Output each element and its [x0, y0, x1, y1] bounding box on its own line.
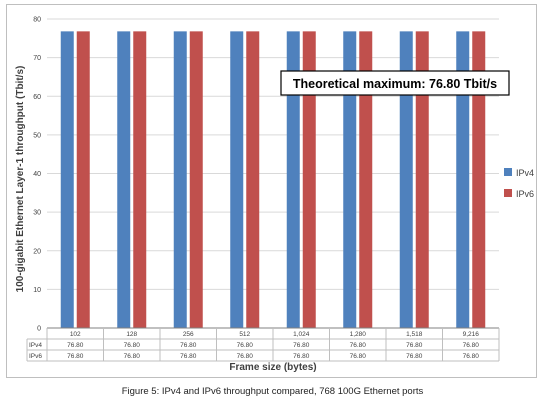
x-tick-label: 102	[70, 331, 81, 338]
table-cell-ipv6: 76.80	[463, 353, 480, 360]
x-tick-label: 1,280	[350, 331, 367, 338]
x-tick-label: 1,024	[293, 331, 310, 338]
bar-ipv4-4	[286, 31, 300, 329]
y-tick-label: 30	[33, 210, 41, 217]
table-cell-ipv6: 76.80	[406, 353, 423, 360]
bar-ipv4-7	[456, 31, 470, 329]
y-tick-label: 80	[33, 17, 41, 24]
x-tick-label: 1,518	[406, 331, 423, 338]
table-cell-ipv4: 76.80	[124, 342, 141, 349]
legend-swatch-ipv6	[504, 189, 512, 197]
bar-ipv6-6	[415, 31, 429, 329]
table-row-label-ipv4: IPv4	[29, 342, 42, 349]
y-tick-labels: 0 10 20 30 40 50 60 70 80	[33, 17, 41, 333]
legend: IPv4 IPv6	[504, 168, 534, 199]
bar-ipv6-0	[76, 31, 90, 329]
annotation-text: Theoretical maximum: 76.80 Tbit/s	[293, 77, 497, 91]
table-cell-ipv6: 76.80	[237, 353, 254, 360]
y-tick-label: 0	[37, 326, 41, 333]
bar-ipv6-1	[133, 31, 147, 329]
table-cell-ipv4: 76.80	[463, 342, 480, 349]
bar-ipv6-2	[189, 31, 203, 329]
table-cell-ipv4: 76.80	[180, 342, 197, 349]
data-table: 102 128 256 512 1,024 1,280 1,518 9,216 IPv4 76.8…	[26, 327, 500, 362]
table-row-label-ipv6: IPv6	[29, 353, 42, 360]
table-cell-ipv4: 76.80	[350, 342, 367, 349]
figure-caption: Figure 5: IPv4 and IPv6 throughput compa…	[121, 386, 424, 397]
table-cell-ipv6: 76.80	[124, 353, 141, 360]
bars	[60, 31, 486, 329]
y-axis-title: 100-gigabit Ethernet Layer-1 throughput …	[15, 66, 26, 293]
y-tick-label: 50	[33, 132, 41, 139]
table-cell-ipv4: 76.80	[67, 342, 84, 349]
bar-ipv4-0	[60, 31, 74, 329]
chart-frame: 0 10 20 30 40 50 60 70 80 102 128 256 512 1,024 1,280…	[6, 4, 537, 378]
chart: 0 10 20 30 40 50 60 70 80 102 128 256 512 1,024 1,280…	[15, 17, 534, 374]
table-cell-ipv6: 76.80	[350, 353, 367, 360]
legend-label-ipv6: IPv6	[516, 189, 534, 199]
table-cell-ipv6: 76.80	[293, 353, 310, 360]
table-cell-ipv6: 76.80	[67, 353, 84, 360]
bar-ipv4-5	[343, 31, 357, 329]
y-tick-label: 20	[33, 248, 41, 255]
gridlines	[47, 18, 499, 329]
bar-ipv6-7	[472, 31, 486, 329]
y-tick-label: 60	[33, 94, 41, 101]
bar-ipv6-3	[246, 31, 260, 329]
y-tick-label: 70	[33, 55, 41, 62]
annotation-box: Theoretical maximum: 76.80 Tbit/s	[280, 70, 510, 96]
legend-swatch-ipv4	[504, 168, 512, 176]
y-tick-label: 40	[33, 171, 41, 178]
x-tick-label: 9,216	[463, 331, 480, 338]
table-cell-ipv4: 76.80	[237, 342, 254, 349]
annotation-border	[280, 70, 510, 96]
y-tick-label: 10	[33, 287, 41, 294]
table-cell-ipv4: 76.80	[293, 342, 310, 349]
bar-ipv4-2	[173, 31, 187, 329]
table-cell-ipv6: 76.80	[180, 353, 197, 360]
x-tick-label: 512	[239, 331, 250, 338]
x-tick-label: 256	[183, 331, 194, 338]
bar-ipv4-3	[230, 31, 244, 329]
bar-ipv6-5	[359, 31, 373, 329]
bar-ipv6-4	[302, 31, 316, 329]
table-cell-ipv4: 76.80	[406, 342, 423, 349]
legend-label-ipv4: IPv4	[516, 168, 534, 178]
bar-ipv4-6	[399, 31, 413, 329]
bar-ipv4-1	[117, 31, 131, 329]
x-tick-label: 128	[126, 331, 137, 338]
x-axis-title: Frame size (bytes)	[229, 362, 316, 373]
